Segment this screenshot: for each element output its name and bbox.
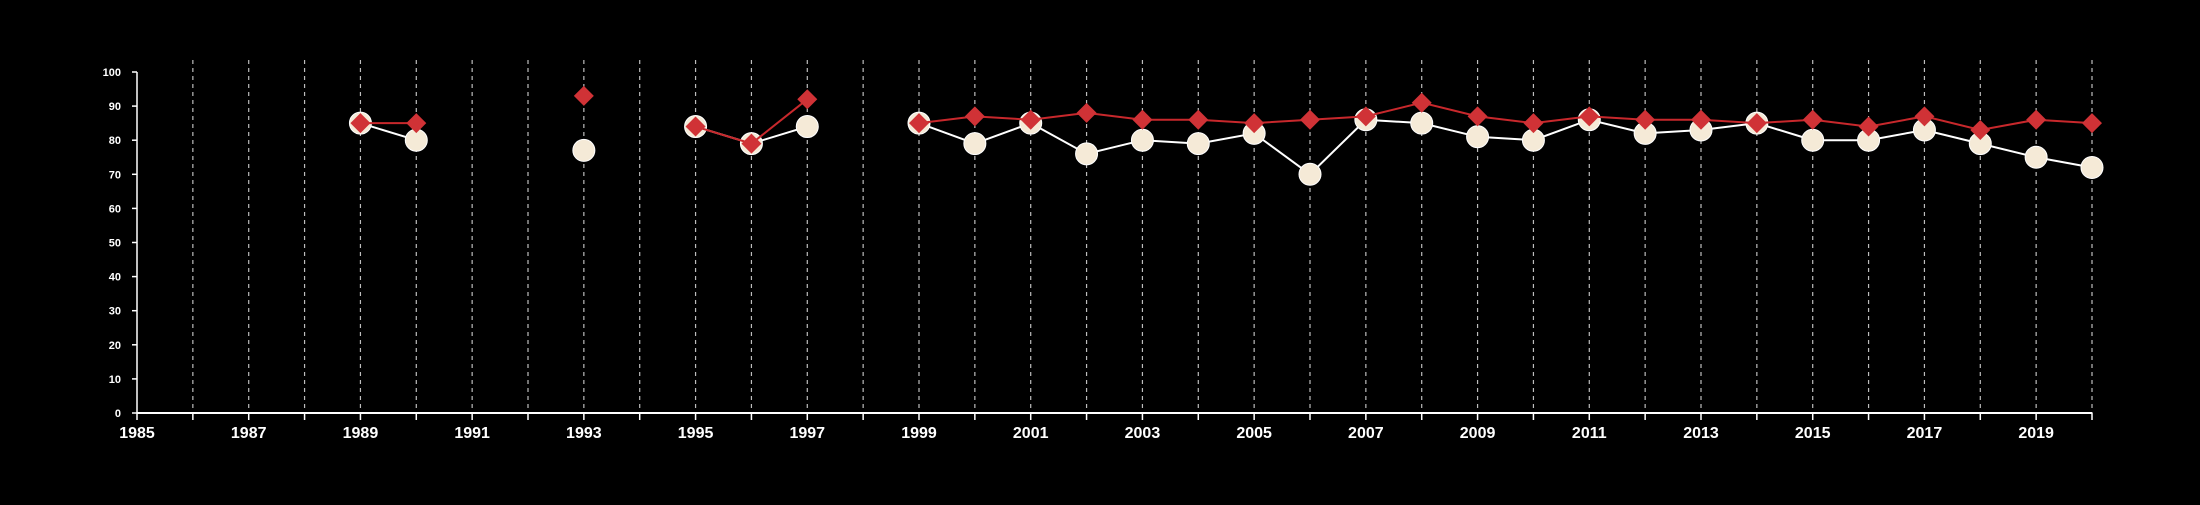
data-point-circle <box>1298 162 1322 186</box>
series-line <box>918 101 2093 131</box>
data-point-diamond <box>797 89 818 110</box>
data-point-diamond <box>1579 106 1600 127</box>
x-tick-label: 2009 <box>1460 425 1496 442</box>
data-point-circle <box>795 115 819 139</box>
x-tick-label: 2003 <box>1125 425 1161 442</box>
series-line <box>918 118 2093 176</box>
x-tick-label: 2007 <box>1348 425 1384 442</box>
y-tick-label: 60 <box>109 203 121 215</box>
data-point-diamond <box>573 85 594 106</box>
data-point-diamond <box>1467 106 1488 127</box>
series-1 <box>348 108 2104 186</box>
data-point-diamond <box>1523 113 1544 134</box>
data-point-diamond <box>1411 92 1432 113</box>
data-point-circle <box>963 132 987 156</box>
data-point-circle <box>2080 155 2104 179</box>
x-tick-label: 1999 <box>901 425 937 442</box>
data-point-diamond <box>1970 119 1991 140</box>
data-point-circle <box>572 138 596 162</box>
data-point-circle <box>2024 145 2048 169</box>
x-tick-label: 2017 <box>1907 425 1943 442</box>
x-tick-label: 2005 <box>1236 425 1272 442</box>
y-tick-label: 0 <box>115 408 121 420</box>
data-point-diamond <box>1076 102 1097 123</box>
data-point-circle <box>1075 142 1099 166</box>
y-tick-label: 40 <box>109 272 121 284</box>
x-tick-label: 2013 <box>1683 425 1719 442</box>
x-tick-label: 2001 <box>1013 425 1049 442</box>
data-point-diamond <box>1132 109 1153 130</box>
y-tick-label: 70 <box>109 169 121 181</box>
series <box>348 85 2104 186</box>
data-point-diamond <box>2082 113 2102 134</box>
data-point-circle <box>1801 128 1825 152</box>
y-tick-label: 100 <box>103 67 121 79</box>
data-point-diamond <box>909 113 929 134</box>
x-tick-label: 1995 <box>678 425 714 442</box>
x-tick-label: 2019 <box>2018 425 2054 442</box>
data-point-diamond <box>1188 109 1209 130</box>
data-point-circle <box>1466 125 1490 149</box>
x-tick-label: 2011 <box>1572 425 1607 442</box>
x-tick-label: 1989 <box>343 425 379 442</box>
data-point-diamond <box>964 106 985 127</box>
y-tick-label: 20 <box>109 340 121 352</box>
data-point-diamond <box>1691 109 1711 130</box>
data-point-diamond <box>350 113 371 134</box>
data-point-diamond <box>1802 109 1823 130</box>
data-point-circle <box>1410 111 1434 135</box>
data-point-diamond <box>1746 113 1767 134</box>
data-point-circle <box>1186 132 1210 156</box>
data-point-diamond <box>685 116 706 137</box>
x-tick-label: 1991 <box>454 425 490 442</box>
data-point-diamond <box>1635 109 1656 130</box>
y-tick-label: 80 <box>109 135 121 147</box>
data-point-diamond <box>741 133 762 154</box>
data-point-circle <box>1130 128 1154 152</box>
y-tick-label: 10 <box>109 374 121 386</box>
y-tick-label: 50 <box>109 238 121 250</box>
y-tick-label: 90 <box>109 101 121 113</box>
data-point-diamond <box>1858 116 1879 137</box>
data-point-diamond <box>1244 113 1265 134</box>
y-tick-label: 30 <box>109 306 121 318</box>
x-tick-label: 1987 <box>231 425 267 442</box>
data-point-diamond <box>406 113 427 134</box>
data-point-diamond <box>1914 106 1935 127</box>
x-tick-label: 1997 <box>789 425 825 442</box>
x-tick-label: 2015 <box>1795 425 1831 442</box>
axes: 1985 1987 1989 1991 1993 1995 1997 1999 2001 2003… <box>103 67 2093 442</box>
data-point-diamond <box>2026 109 2047 130</box>
data-point-diamond <box>1020 109 1041 130</box>
series-2 <box>350 85 2102 154</box>
data-point-diamond <box>1355 106 1376 127</box>
x-tick-label: 1985 <box>119 425 155 442</box>
x-tick-label: 1993 <box>566 425 602 442</box>
data-point-diamond <box>1300 109 1320 130</box>
